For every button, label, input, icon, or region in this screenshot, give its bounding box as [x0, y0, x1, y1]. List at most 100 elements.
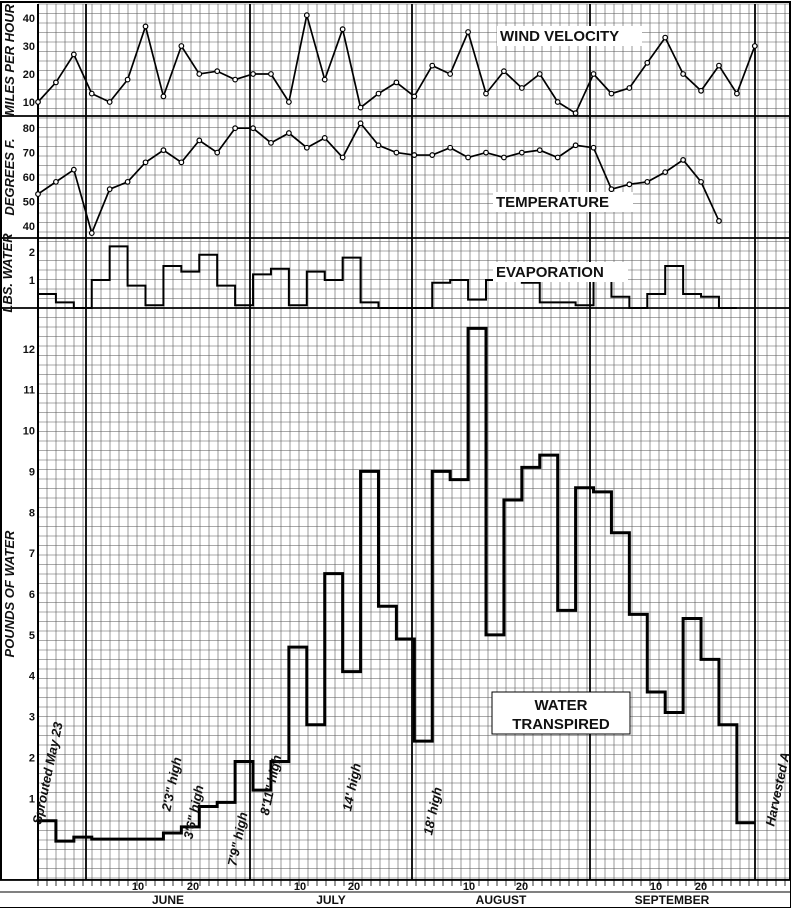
y-tick-label: 1 — [29, 275, 35, 287]
growth-annotation: 3'6" high — [181, 784, 207, 841]
data-point — [716, 218, 722, 224]
series-line — [37, 121, 720, 236]
panel-title: WIND VELOCITY — [500, 28, 619, 45]
y-tick-label: 5 — [29, 630, 35, 642]
data-point — [88, 90, 95, 97]
data-point — [626, 181, 633, 188]
chart-marks — [35, 12, 758, 843]
data-point — [196, 71, 203, 77]
y-tick-label: 7 — [29, 548, 35, 560]
data-point — [160, 147, 167, 154]
y-tick-label: 60 — [23, 172, 35, 184]
y-tick-label: 50 — [23, 196, 35, 208]
y-axis-label: DEGREES F. — [2, 138, 17, 215]
y-tick-label: 1 — [29, 793, 35, 805]
x-day-label: 10 — [132, 881, 144, 893]
data-point — [250, 71, 256, 77]
data-point — [536, 71, 543, 77]
title-bg — [497, 26, 642, 46]
data-point — [232, 76, 239, 83]
y-axis-label: MILES PER HOUR — [2, 3, 17, 116]
growth-annotation: 14' high — [339, 762, 364, 813]
y-tick-label: 4 — [29, 671, 36, 683]
data-point — [608, 186, 615, 193]
data-point — [680, 71, 687, 77]
title-bg — [493, 262, 628, 282]
title-bg — [491, 691, 631, 735]
data-point — [232, 125, 239, 132]
data-point — [357, 120, 364, 127]
data-point — [214, 68, 221, 75]
data-point — [124, 76, 131, 83]
data-point — [590, 71, 597, 77]
x-day-label: 20 — [516, 881, 528, 893]
data-point — [321, 76, 328, 83]
y-tick-label: 40 — [23, 221, 35, 233]
y-tick-label: 9 — [29, 466, 35, 478]
data-point — [483, 90, 489, 97]
data-point — [196, 137, 203, 144]
data-point — [160, 93, 167, 100]
growth-annotation: Sprouted May 23 — [29, 720, 65, 826]
data-point — [70, 166, 77, 173]
data-point — [357, 104, 364, 111]
y-axis-label: LBS. WATER — [0, 233, 15, 313]
transpiration-step-line — [38, 326, 755, 843]
data-point — [339, 26, 346, 33]
data-point — [339, 154, 346, 161]
y-tick-label: 2 — [29, 752, 35, 764]
y-tick-label: 20 — [23, 69, 35, 81]
data-point — [554, 154, 561, 161]
data-point — [429, 62, 436, 69]
data-point — [572, 142, 579, 149]
x-day-label: 20 — [348, 881, 360, 893]
data-point — [178, 159, 185, 166]
panel-title: EVAPORATION — [496, 264, 604, 281]
data-point — [70, 51, 77, 58]
data-point — [124, 178, 131, 185]
y-tick-label: 30 — [23, 41, 35, 53]
data-point — [698, 178, 704, 185]
data-point — [303, 144, 310, 151]
panel-title: TEMPERATURE — [496, 194, 609, 211]
data-point — [644, 59, 651, 66]
y-tick-label: 3 — [29, 712, 35, 724]
y-tick-label: 10 — [23, 97, 35, 109]
x-axis-band — [0, 880, 790, 907]
data-point — [35, 99, 41, 105]
data-point — [268, 71, 274, 77]
data-point — [285, 130, 292, 136]
growth-annotation: 8'11" high — [257, 754, 284, 817]
y-tick-label: 40 — [23, 13, 35, 25]
data-point — [608, 90, 615, 97]
data-point — [285, 99, 292, 105]
y-tick-label: 8 — [29, 507, 35, 519]
data-point — [662, 34, 669, 41]
data-point — [53, 178, 59, 185]
x-day-label: 20 — [695, 881, 707, 893]
data-point — [501, 154, 507, 161]
data-point — [375, 142, 382, 149]
y-tick-label: 70 — [23, 148, 35, 160]
data-point — [106, 186, 113, 193]
data-point — [88, 230, 95, 237]
data-point — [465, 154, 471, 161]
data-point — [572, 110, 579, 117]
data-point — [106, 99, 113, 105]
data-point — [465, 29, 471, 35]
x-month-label: SEPTEMBER — [635, 893, 710, 907]
growth-annotation: 18' high — [420, 786, 445, 837]
data-point — [536, 147, 543, 154]
growth-annotation: 2'3" high — [158, 756, 184, 814]
title-bg — [493, 192, 633, 212]
data-point — [142, 23, 149, 30]
x-month-label: JUNE — [152, 893, 184, 907]
data-point — [733, 90, 740, 97]
y-tick-label: 10 — [23, 426, 35, 438]
data-point — [303, 12, 310, 19]
x-day-label: 10 — [463, 881, 475, 893]
data-point — [626, 85, 633, 91]
data-point — [554, 99, 561, 105]
data-point — [214, 149, 221, 156]
